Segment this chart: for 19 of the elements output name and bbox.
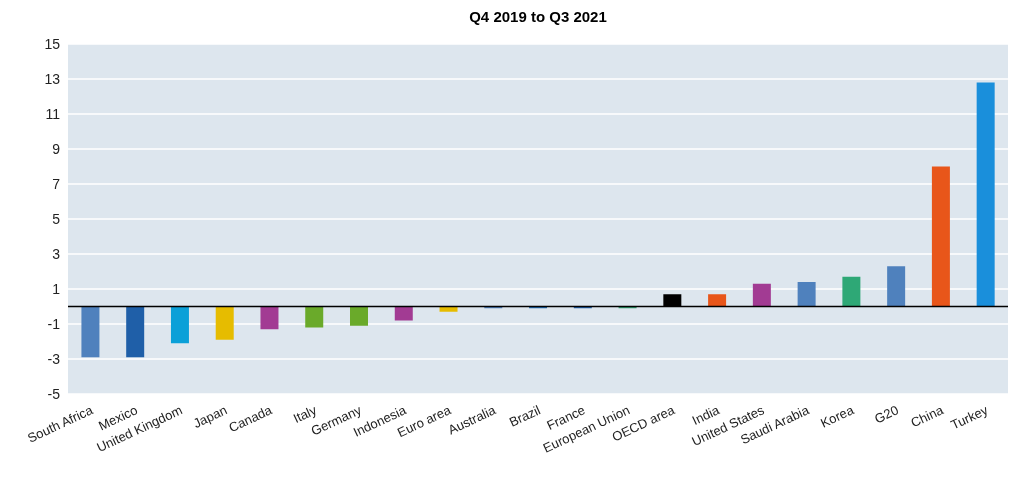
y-tick-label: 3 xyxy=(52,245,61,262)
x-tick-label: Turkey xyxy=(948,402,991,433)
x-tick-label: Japan xyxy=(190,402,230,431)
y-tick-label: 7 xyxy=(52,175,61,192)
chart-title: Q4 2019 to Q3 2021 xyxy=(468,8,608,27)
y-tick-label: -3 xyxy=(47,350,61,367)
y-tick-label: 11 xyxy=(45,105,61,122)
x-tick-label: South Africa xyxy=(25,402,96,446)
y-tick-label: 15 xyxy=(44,35,61,52)
y-tick-label: -5 xyxy=(47,385,61,402)
y-tick-label: 9 xyxy=(52,140,61,157)
y-tick-label: 1 xyxy=(52,280,61,297)
y-tick-label: 13 xyxy=(44,70,61,87)
x-tick-label: Brazil xyxy=(506,402,543,430)
y-tick-label: -1 xyxy=(47,315,61,332)
x-tick-label: G20 xyxy=(872,402,901,427)
x-tick-label: China xyxy=(908,402,947,431)
y-tick-label: 5 xyxy=(52,210,61,227)
x-tick-label: Korea xyxy=(818,402,857,431)
